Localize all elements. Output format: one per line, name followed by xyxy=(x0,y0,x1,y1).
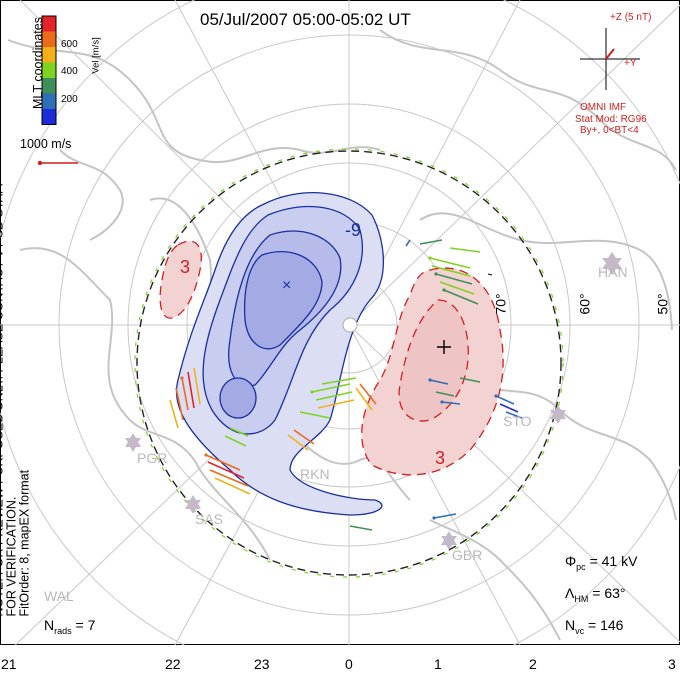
colorbar-swatch xyxy=(42,78,56,94)
station-sas: SAS xyxy=(195,511,224,527)
station-wal: WAL xyxy=(44,588,74,604)
station-gbr: GBR xyxy=(452,547,483,563)
page-title: 05/Jul/2007 05:00-05:02 UT xyxy=(200,10,411,29)
svg-text:×: × xyxy=(282,277,291,294)
imf-condition: By+, 0<BT<4 xyxy=(580,125,639,136)
coordinates-label: MLT coordinates xyxy=(30,17,45,109)
colorbar-swatch xyxy=(42,16,56,32)
velocity-vectors xyxy=(169,239,523,531)
imf-source: OMNI IMF xyxy=(580,102,627,113)
imf-y-label: +Y xyxy=(624,58,637,69)
station-markers xyxy=(125,252,622,550)
hm-boundary-outer xyxy=(134,148,564,578)
station-rkn: RKN xyxy=(300,466,330,482)
scale-vector xyxy=(37,160,78,166)
stat-nvc: Nvc = 146 xyxy=(565,617,624,636)
mlt-label-21: 21 xyxy=(1,656,17,672)
stat-lambda-hm: ΛHM = 63° xyxy=(565,585,626,604)
mlt-label-22: 22 xyxy=(165,656,181,672)
colorbar-swatch xyxy=(42,109,56,125)
station-pgr: PGR xyxy=(137,450,168,466)
latitude-label-60: 60° xyxy=(576,293,593,315)
colorbar-swatch xyxy=(42,47,56,63)
stat-phi-pc: Φpc = 41 kV xyxy=(565,553,638,572)
side-note: NOTE: FOR PREVIEW PURPOSES ONLY. PLEASE … xyxy=(0,157,32,617)
colorbar-border xyxy=(41,15,57,125)
contour-label-dawn: 3 xyxy=(435,448,446,468)
side-note-line2: FitOrder: 8, mapEX format xyxy=(17,469,32,617)
contour-label-dusk: 3 xyxy=(180,257,191,277)
hm-boundary xyxy=(136,150,562,576)
imf-model: Stat Mod: RG96 xyxy=(575,114,647,125)
colorbar-tick-600: 600 xyxy=(61,39,78,50)
mlt-label-3: 3 xyxy=(668,656,676,672)
colorbar-swatch xyxy=(42,31,56,47)
side-note-line1: NOTE: FOR PREVIEW PURPOSES ONLY. PLEASE … xyxy=(0,178,19,617)
stat-nrads: Nrads = 7 xyxy=(44,617,96,636)
station-sto: STO xyxy=(503,413,532,429)
colorbar-tick-400: 400 xyxy=(61,66,78,77)
latitude-label-70: 70° xyxy=(492,293,509,315)
positive-potential-cell-dusk xyxy=(159,240,202,319)
pole-marker xyxy=(342,317,358,333)
station-han: HAN xyxy=(598,264,628,280)
colorbar-swatch xyxy=(42,62,56,78)
velocity-colorbar xyxy=(41,15,57,125)
contour-label-negative: -9 xyxy=(345,220,362,240)
negative-potential-cell: × xyxy=(175,192,385,516)
mlt-label-0: 0 xyxy=(345,656,353,672)
colorbar-swatch xyxy=(42,93,56,109)
mlt-label-2: 2 xyxy=(529,656,537,672)
latitude-label-50: 50° xyxy=(654,293,671,315)
mlt-label-23: 23 xyxy=(254,656,270,672)
vector-dots xyxy=(180,256,498,520)
positive-potential-cell xyxy=(361,267,504,476)
imf-clock-dial xyxy=(580,28,640,90)
colorbar-tick-200: 200 xyxy=(61,94,78,105)
scale-vector-label: 1000 m/s xyxy=(20,137,72,151)
imf-z-label: +Z (5 nT) xyxy=(610,12,652,23)
colorbar-label: Vel [m/s] xyxy=(90,37,102,74)
mlt-label-1: 1 xyxy=(434,656,442,672)
